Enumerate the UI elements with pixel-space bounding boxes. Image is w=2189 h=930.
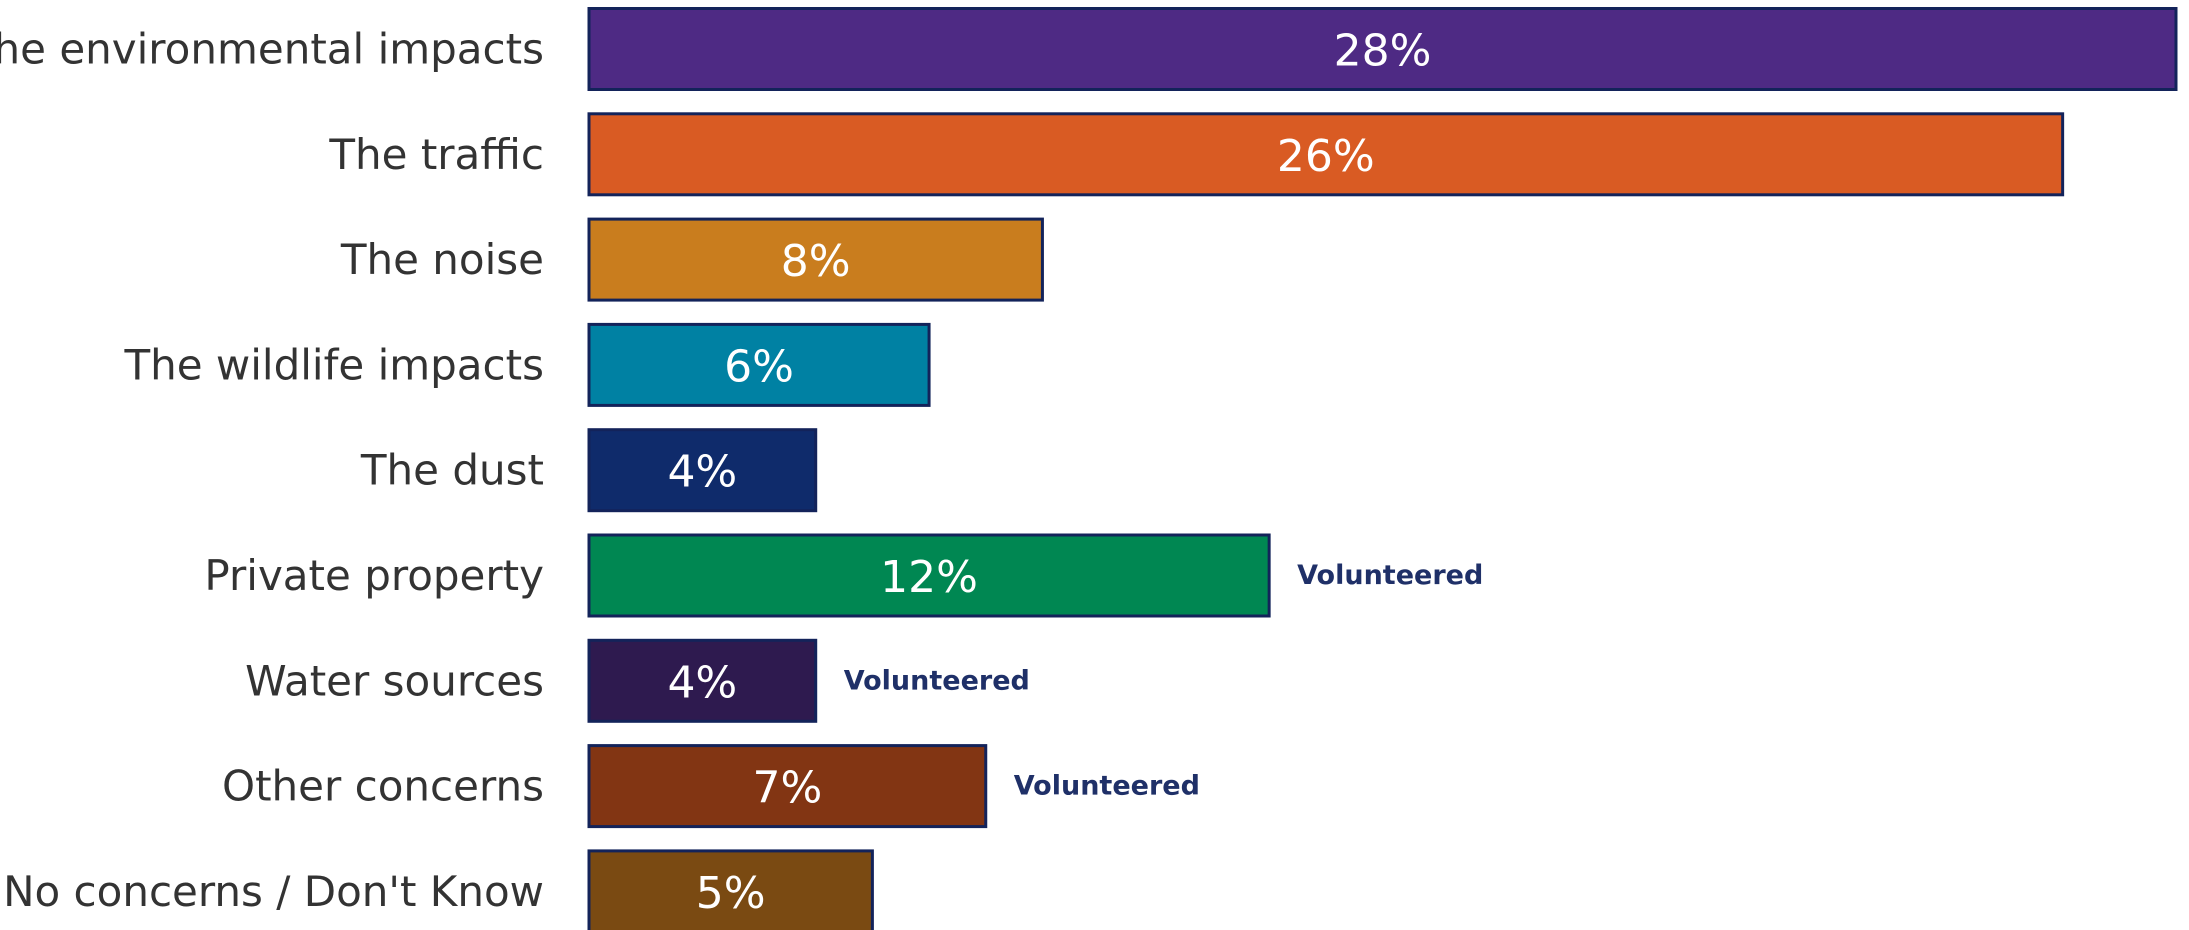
category-label: The dust: [360, 446, 544, 495]
annotation: Volunteered: [844, 665, 1030, 696]
value-label: 26%: [1277, 131, 1375, 182]
value-label: 12%: [880, 552, 978, 603]
bar: [587, 112, 2065, 197]
bar: [587, 322, 931, 407]
value-label: 7%: [752, 763, 822, 814]
value-label: 4%: [667, 447, 737, 498]
value-label: 6%: [724, 341, 794, 392]
category-label: The traffic: [328, 130, 544, 179]
category-label: No concerns / Don't Know: [3, 867, 544, 916]
bar: [587, 428, 818, 513]
value-label: 8%: [781, 236, 851, 287]
value-label: 28%: [1334, 26, 1432, 77]
bar: [587, 533, 1271, 618]
category-label: Private property: [204, 551, 544, 600]
value-label: 5%: [696, 868, 766, 919]
value-label: 4%: [667, 657, 737, 708]
bar: [587, 7, 2178, 91]
bar: [587, 217, 1044, 302]
annotation: Volunteered: [1297, 560, 1483, 591]
category-label: Other concerns: [222, 762, 544, 811]
bar: [587, 744, 988, 829]
annotation: Volunteered: [1014, 771, 1200, 802]
category-label: Water sources: [245, 656, 544, 705]
category-label: The wildlife impacts: [123, 340, 544, 389]
category-label: The environmental impacts: [0, 25, 544, 74]
bar: [587, 638, 818, 723]
category-label: The noise: [340, 235, 544, 284]
bar: [587, 849, 874, 930]
